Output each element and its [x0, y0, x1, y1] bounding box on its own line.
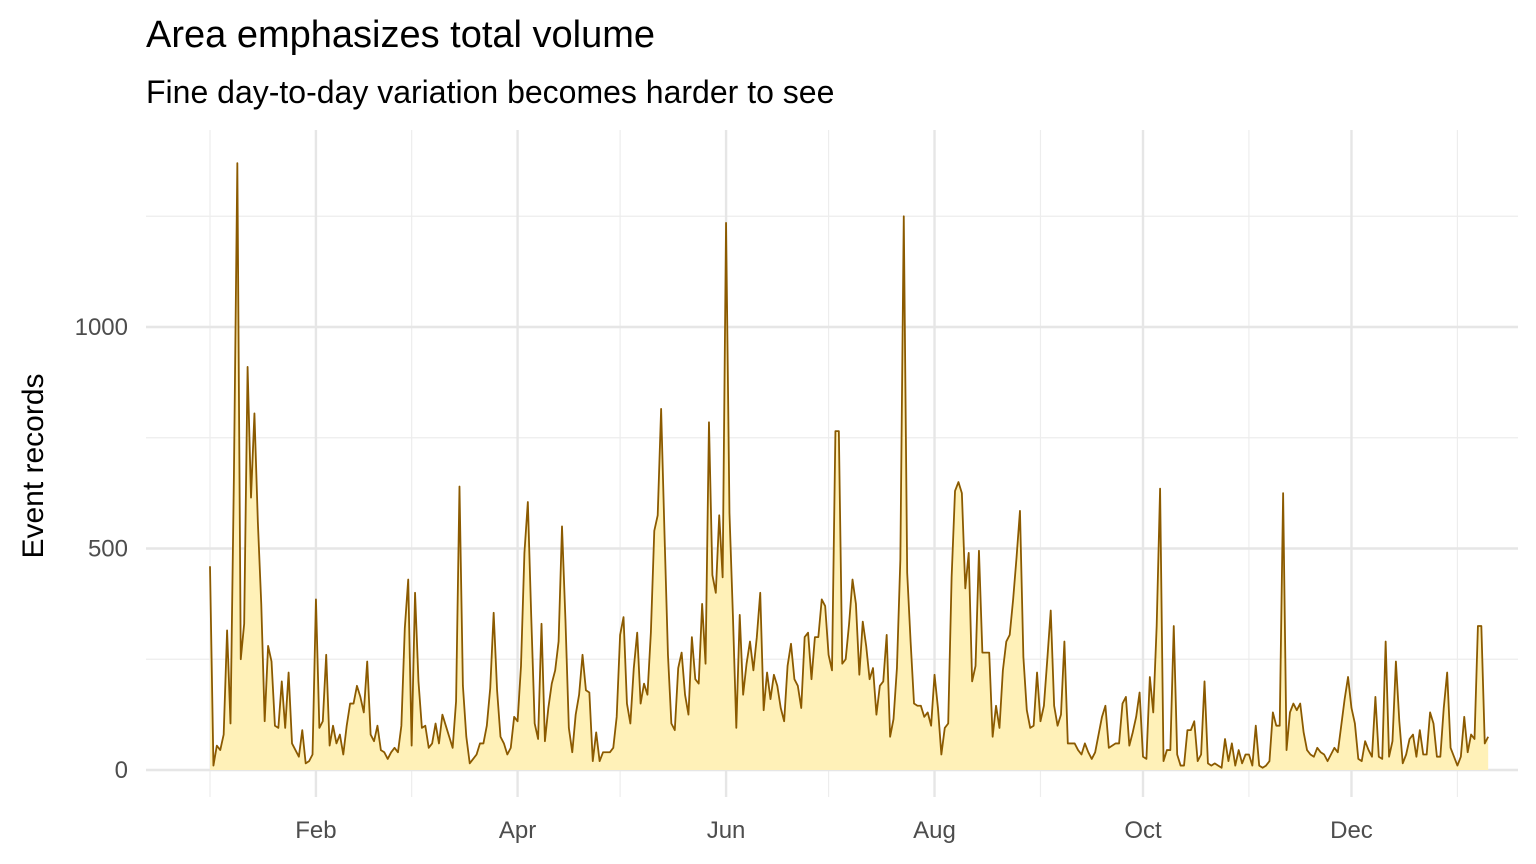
- x-tick-label: Feb: [295, 817, 336, 844]
- chart-subtitle: Fine day-to-day variation becomes harder…: [146, 74, 835, 110]
- x-tick-label: Jun: [707, 817, 746, 844]
- x-axis-ticks: Feb Apr Jun Aug Oct Dec: [295, 817, 1373, 844]
- x-tick-label: Apr: [499, 817, 536, 844]
- series-line: [209, 162, 1489, 769]
- chart-title: Area emphasizes total volume: [146, 14, 656, 56]
- y-tick-label: 500: [88, 536, 128, 563]
- x-tick-label: Oct: [1124, 817, 1162, 844]
- area-series: [209, 162, 1489, 771]
- y-tick-label: 1000: [75, 314, 128, 341]
- y-tick-label: 0: [115, 757, 128, 784]
- y-axis-ticks: 0 500 1000: [75, 314, 128, 784]
- area-fill: [210, 163, 1489, 771]
- x-tick-label: Aug: [913, 817, 956, 844]
- x-tick-label: Dec: [1330, 817, 1373, 844]
